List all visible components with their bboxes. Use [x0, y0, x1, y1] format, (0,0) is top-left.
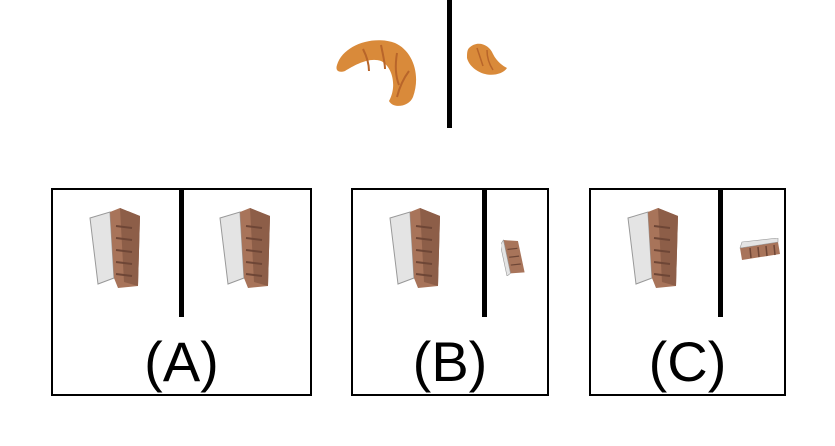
- bookcase-icon: [389, 208, 440, 288]
- option-a-label: (A): [144, 330, 219, 393]
- croissant-icon: [336, 40, 417, 106]
- option-c-label: (C): [648, 330, 727, 393]
- bookcase-icon: [739, 238, 780, 260]
- option-a-panel[interactable]: (A): [51, 188, 312, 396]
- option-a-divider: [179, 190, 184, 317]
- option-c-divider: [718, 190, 723, 317]
- option-b-divider: [482, 190, 487, 317]
- croissant-icon: [467, 43, 507, 75]
- reference-divider: [447, 0, 452, 128]
- bookcase-icon: [501, 239, 525, 276]
- option-b-label: (B): [412, 330, 488, 393]
- bookcase-icon: [627, 208, 678, 288]
- option-b-panel[interactable]: (B): [351, 188, 549, 396]
- bookcase-icon: [219, 208, 270, 288]
- bookcase-icon: [89, 208, 140, 288]
- option-c-panel[interactable]: (C): [589, 188, 786, 396]
